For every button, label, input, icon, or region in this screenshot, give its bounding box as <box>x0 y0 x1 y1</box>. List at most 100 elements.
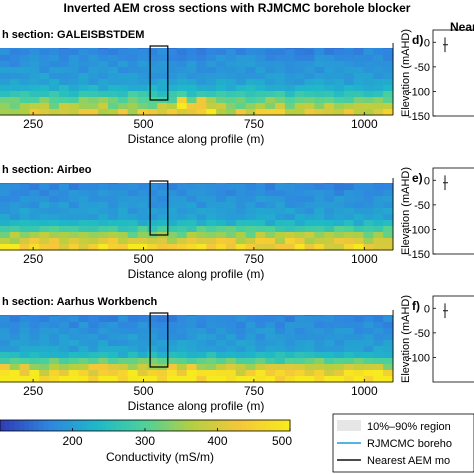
heatmap-cell <box>186 208 198 215</box>
heatmap-cell <box>39 184 50 191</box>
heatmap-cell <box>304 55 315 62</box>
colorbar-segment <box>0 420 6 431</box>
heatmap-cell <box>176 91 188 98</box>
heatmap-cell <box>324 238 335 245</box>
heatmap-cell <box>255 328 266 335</box>
heatmap-cell <box>314 322 325 329</box>
heatmap-cell <box>88 91 99 98</box>
heatmap-cell <box>68 73 80 80</box>
heatmap-cell <box>137 244 148 251</box>
heatmap-cell <box>0 67 11 74</box>
heatmap-cell <box>265 202 276 209</box>
colorbar-segment <box>207 420 214 431</box>
heatmap-cell <box>255 352 266 359</box>
heatmap-cell <box>363 358 374 365</box>
heatmap-cell <box>324 340 335 347</box>
heatmap-cell <box>334 61 345 68</box>
heatmap-cell <box>343 190 355 197</box>
heatmap-cell <box>353 334 365 341</box>
heatmap-cell <box>9 61 21 68</box>
heatmap-cell <box>19 214 31 221</box>
heatmap-cell <box>78 190 90 197</box>
heatmap-cell <box>304 91 315 98</box>
heatmap-cell <box>284 334 296 341</box>
heatmap-cell <box>9 109 21 116</box>
heatmap-cell <box>88 346 99 353</box>
colorbar-segment <box>174 420 180 431</box>
heatmap-cell <box>275 190 286 197</box>
heatmap-cell <box>255 370 266 377</box>
heatmap-cell <box>78 352 90 359</box>
heatmap-cell <box>58 49 70 56</box>
heatmap-cell <box>265 184 276 191</box>
colorbar-tick-label: 300 <box>135 434 155 448</box>
heatmap-cell <box>284 196 296 203</box>
heatmap-cell <box>216 202 227 209</box>
heatmap-cell <box>9 196 21 203</box>
heatmap-cell <box>58 376 70 383</box>
heatmap-cell <box>284 184 296 191</box>
heatmap-cell <box>314 196 325 203</box>
heatmap-cell <box>363 364 374 371</box>
heatmap-cell <box>314 334 325 341</box>
heatmap-cell <box>343 85 355 92</box>
y-tick-label: 0 <box>424 303 430 315</box>
heatmap-cell <box>343 49 355 56</box>
colorbar-segment <box>14 420 20 431</box>
heatmap-cell <box>216 370 227 377</box>
heatmap-cell <box>294 79 306 86</box>
heatmap-cell <box>58 340 70 347</box>
heatmap-cell <box>78 346 90 353</box>
colorbar-segment <box>43 420 49 431</box>
heatmap-cell <box>373 352 384 359</box>
heatmap-cell <box>39 73 50 80</box>
heatmap-cell <box>167 103 178 110</box>
heatmap-cell <box>0 358 11 365</box>
heatmap-cell <box>334 184 345 191</box>
heatmap-cell <box>373 49 384 56</box>
heatmap-cell <box>127 91 139 98</box>
heatmap-cell <box>245 103 257 110</box>
heatmap-cell <box>225 244 237 251</box>
heatmap-cell <box>245 208 257 215</box>
heatmap-cell <box>108 358 119 365</box>
heatmap-cell <box>68 85 80 92</box>
heatmap-cell <box>68 79 80 86</box>
heatmap-cell <box>137 109 148 116</box>
heatmap-cell <box>9 358 21 365</box>
heatmap-cell <box>334 232 345 239</box>
heatmap-cell <box>117 328 129 335</box>
heatmap-cell <box>196 370 207 377</box>
heatmap-cell <box>49 328 60 335</box>
heatmap-cell <box>98 61 109 68</box>
colorbar-segment <box>265 420 272 431</box>
heatmap-cell <box>98 370 109 377</box>
heatmap-cell <box>19 316 31 323</box>
heatmap-cell <box>176 334 188 341</box>
heatmap-cell <box>334 352 345 359</box>
heatmap-cell <box>383 55 394 62</box>
heatmap-cell <box>343 232 355 239</box>
heatmap-cell <box>304 220 315 227</box>
heatmap-cell <box>68 370 80 377</box>
heatmap-cell <box>39 352 50 359</box>
heatmap-cell <box>49 190 60 197</box>
heatmap-cell <box>186 232 198 239</box>
heatmap-cell <box>314 73 325 80</box>
heatmap-cell <box>98 214 109 221</box>
heatmap-cell <box>0 316 11 323</box>
legend-item: Nearest AEM mo <box>337 455 450 467</box>
heatmap-cell <box>0 55 11 62</box>
heatmap-cell <box>353 328 365 335</box>
heatmap-cell <box>196 91 207 98</box>
heatmap-cell <box>117 190 129 197</box>
heatmap-cell <box>216 97 227 104</box>
heatmap-cell <box>58 190 70 197</box>
heatmap-cell <box>294 103 306 110</box>
heatmap-cell <box>284 322 296 329</box>
heatmap-cell <box>324 364 335 371</box>
heatmap-cell <box>39 364 50 371</box>
heatmap-cell <box>176 196 188 203</box>
heatmap-cell <box>147 322 158 329</box>
heatmap-cell <box>186 214 198 221</box>
